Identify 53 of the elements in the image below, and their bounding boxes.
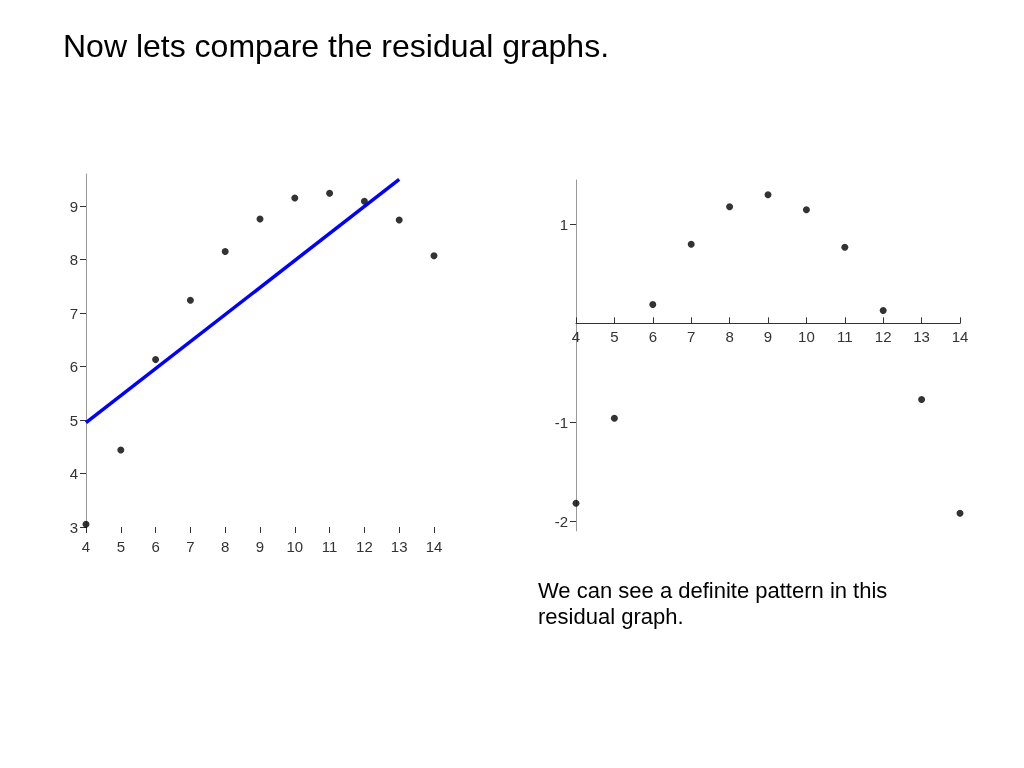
x-tick-label: 7 [186, 538, 195, 555]
x-tick-label: 6 [648, 328, 657, 346]
x-tick-label: 13 [913, 328, 930, 346]
x-tick-label: 14 [425, 538, 443, 555]
point [687, 240, 695, 248]
y-tick-label: 1 [559, 215, 568, 233]
y-tick-label: 4 [69, 465, 78, 483]
point [326, 189, 334, 197]
point [572, 499, 580, 507]
y-tick-label: -2 [554, 512, 568, 530]
y-tick-label: 7 [69, 304, 78, 322]
y-tick-label: 9 [69, 197, 78, 215]
x-tick-label: 5 [116, 538, 125, 555]
x-tick-label: 12 [356, 538, 373, 555]
point [430, 252, 438, 260]
x-tick-label: 4 [571, 328, 581, 346]
y-tick-label: 8 [69, 251, 78, 269]
point [152, 356, 160, 364]
text: We can see a definite pattern in this residual graph. [538, 578, 889, 630]
x-tick-label: 9 [763, 328, 773, 346]
point [956, 509, 964, 517]
x-tick-label: 14 [951, 328, 969, 346]
x-tick-label: 8 [725, 328, 734, 346]
x-tick-label: 8 [221, 538, 230, 555]
x-tick-label: 5 [610, 328, 619, 346]
x-tick-label: 11 [837, 328, 853, 346]
x-tick-label: 10 [798, 328, 815, 346]
point [610, 414, 618, 422]
point [841, 243, 849, 251]
point [221, 248, 229, 256]
x-tick-label: 7 [687, 328, 696, 346]
point [764, 191, 772, 199]
x-tick-label: 4 [81, 538, 91, 555]
x-tick-label: 6 [151, 538, 160, 555]
y-tick-label: 5 [69, 411, 78, 429]
x-tick-label: 9 [255, 538, 265, 555]
point [395, 216, 403, 224]
point [918, 396, 926, 403]
chart-title: Now lets compare the residual graphs. [63, 28, 610, 65]
point [726, 203, 734, 211]
x-tick-label: 13 [390, 538, 408, 555]
y-tick-label: 6 [69, 358, 78, 376]
y-tick-label: -1 [554, 413, 568, 431]
point [291, 194, 299, 202]
x-tick-label: 12 [874, 328, 892, 346]
point [186, 296, 194, 304]
point [649, 301, 657, 309]
point [802, 206, 810, 214]
x-tick-label: 10 [286, 538, 304, 555]
x-tick-label: 11 [321, 538, 338, 555]
y-tick-label: 3 [69, 518, 78, 536]
point [117, 446, 125, 454]
point [879, 307, 887, 315]
